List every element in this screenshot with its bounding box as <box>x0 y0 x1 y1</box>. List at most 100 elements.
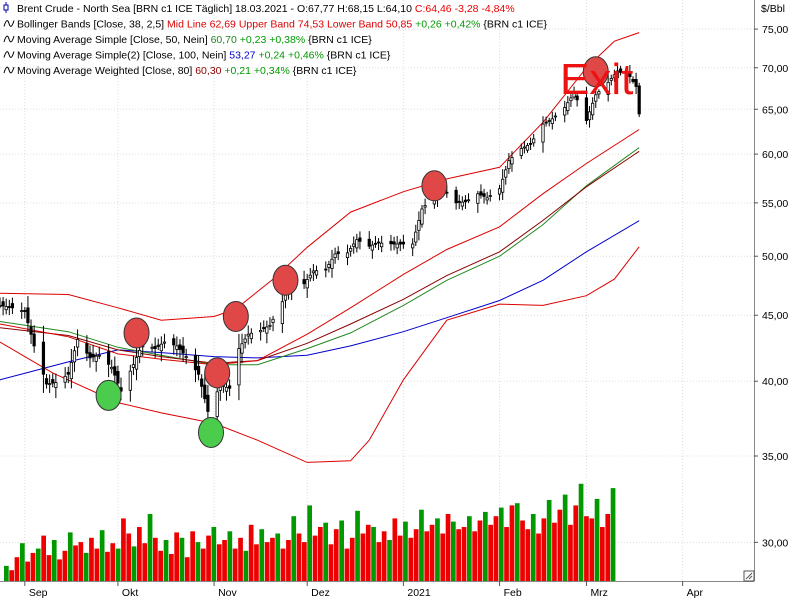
sell-signal-marker <box>272 264 299 296</box>
volume-bar <box>413 529 419 581</box>
candle-body <box>162 341 167 344</box>
candle <box>541 116 545 153</box>
candle <box>591 97 595 120</box>
volume-bar <box>440 533 446 581</box>
buy-signal-marker <box>95 379 122 411</box>
candle-body <box>150 346 154 349</box>
resize-grip-icon[interactable] <box>743 570 755 582</box>
volume-bar <box>472 531 477 581</box>
candle-body <box>501 178 505 193</box>
volume-bar <box>9 570 14 581</box>
candle-body <box>358 237 362 242</box>
volume-bar <box>20 543 25 581</box>
candle-body <box>172 338 176 346</box>
candle <box>200 374 204 398</box>
candle-body <box>333 253 337 258</box>
candle-body <box>628 71 632 78</box>
bollinger-mid-line <box>0 129 640 366</box>
volume-bar <box>211 527 217 581</box>
candle-body <box>336 251 340 255</box>
candle <box>259 322 263 341</box>
candle-body <box>414 231 418 243</box>
candle <box>172 334 176 355</box>
candle <box>249 328 253 344</box>
candle <box>32 325 36 353</box>
y-tick-label: 65,00 <box>762 104 788 116</box>
candle <box>401 234 405 249</box>
volume-bar <box>14 557 20 581</box>
candle <box>23 307 27 319</box>
volume-bar <box>360 533 366 581</box>
sell-signal-marker <box>222 300 249 332</box>
candle <box>63 367 67 389</box>
candle <box>107 344 111 378</box>
candle <box>349 245 353 257</box>
candle-body <box>0 304 2 307</box>
candle <box>159 336 163 362</box>
legend-text: Moving Average Simple [Close, 50, Nein] … <box>17 34 372 46</box>
volume-bar <box>498 507 504 581</box>
candle <box>72 346 77 372</box>
candle <box>553 112 558 122</box>
volume-bar <box>307 505 312 581</box>
legend-segment: +0,26 +0,42% <box>415 19 483 31</box>
candle-body <box>466 199 471 202</box>
volume-bar <box>589 518 595 581</box>
candle <box>358 231 362 250</box>
volume-bar <box>483 511 488 581</box>
volume-bar <box>424 531 430 581</box>
volume-bar <box>600 527 605 581</box>
volume-bar <box>264 542 270 581</box>
volume-bar <box>381 531 387 581</box>
candle-body <box>420 208 424 225</box>
volume-bar <box>222 540 227 581</box>
candle <box>311 264 315 281</box>
candle-body <box>32 333 36 347</box>
candle <box>457 194 461 210</box>
candle-body <box>510 157 514 165</box>
candle-body <box>376 241 381 244</box>
candle-body <box>488 195 492 197</box>
candle <box>417 211 421 241</box>
candle <box>618 65 623 76</box>
candle-body <box>280 301 284 325</box>
y-tick-label: 55,00 <box>762 198 788 210</box>
candle <box>398 239 402 252</box>
volume-bar <box>467 516 472 581</box>
volume-bar <box>318 527 323 581</box>
volume-bar <box>163 540 169 581</box>
volume-bar <box>605 514 611 581</box>
candle-body <box>44 378 49 385</box>
volume-bar <box>169 554 174 581</box>
volume-bar <box>275 533 281 581</box>
y-tick-label: 75,00 <box>762 24 788 36</box>
volume-layer <box>4 483 616 581</box>
candle-body <box>454 189 458 204</box>
volume-bar <box>594 498 600 581</box>
volume-bar <box>419 509 424 581</box>
sell-signal-marker <box>582 56 609 88</box>
candle-body <box>572 92 576 98</box>
candle-body <box>457 200 461 203</box>
candle-body <box>631 78 635 82</box>
candle <box>504 165 508 185</box>
candle <box>128 364 132 402</box>
candle-body <box>113 366 117 376</box>
volume-bar <box>126 533 132 581</box>
candle-body <box>265 326 269 334</box>
candle <box>305 273 309 298</box>
candle-body <box>203 384 207 400</box>
volume-bar <box>520 520 525 581</box>
candle <box>324 261 328 278</box>
volume-bar <box>286 540 291 581</box>
candle <box>597 89 601 99</box>
volume-bar <box>121 518 126 581</box>
candle <box>395 235 399 255</box>
volume-bar <box>451 521 456 581</box>
candle <box>113 356 117 387</box>
volume-bar <box>387 540 392 581</box>
candle <box>336 246 340 261</box>
candle <box>615 64 620 85</box>
candle <box>51 373 55 388</box>
